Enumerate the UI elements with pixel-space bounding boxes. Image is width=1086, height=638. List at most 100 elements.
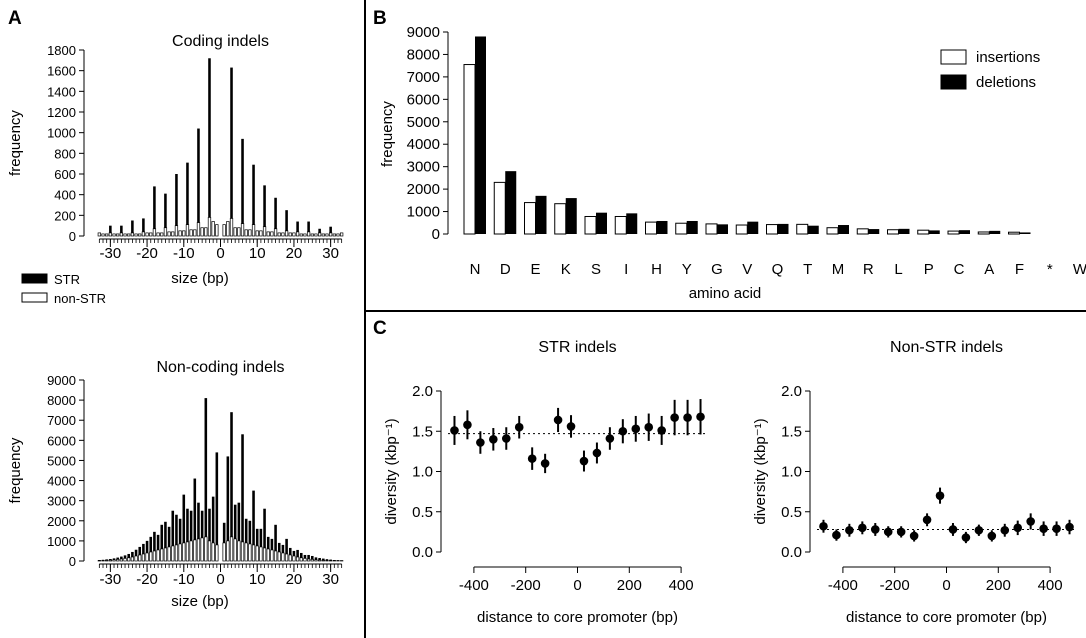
bar-insertions <box>887 229 899 235</box>
coding-y-tick-label: 1000 <box>47 126 76 141</box>
diversity-plot-str: 0.0 0.5 1.0 1.5 2.0 -400 -200 0 200 400 STR indels… <box>383 339 707 626</box>
bar-non-str <box>116 233 120 237</box>
bar-non-str <box>325 233 329 237</box>
bar-non-str <box>138 554 142 562</box>
bar-non-str <box>211 221 215 237</box>
bar-non-str <box>211 542 215 562</box>
bar-non-str <box>314 233 318 237</box>
coding-x-tick-label: -20 <box>136 245 158 262</box>
bar-non-str <box>119 558 124 562</box>
legend-label-insertions: insertions <box>976 49 1040 66</box>
bar-deletions <box>596 212 607 234</box>
str-x-tick-label: 400 <box>669 577 694 594</box>
bar-str <box>263 185 266 236</box>
bar-deletions <box>898 228 910 234</box>
data-point <box>832 530 841 540</box>
bar-non-str <box>229 536 234 562</box>
category-label: M <box>832 261 845 278</box>
data-point <box>935 491 945 500</box>
bar-non-str <box>189 229 193 237</box>
str-y-label: diversity (kbp⁻¹) <box>383 418 400 524</box>
bar-non-str <box>116 559 120 562</box>
bar-non-str <box>255 545 259 562</box>
bar-non-str <box>167 546 171 562</box>
data-point <box>540 459 550 468</box>
bar-non-str <box>163 547 168 562</box>
bar-non-str <box>314 559 318 562</box>
bar-str <box>299 552 303 561</box>
bar-non-str <box>178 230 182 237</box>
bar-str <box>208 58 211 237</box>
noncoding-x-label: size (bp) <box>171 593 229 610</box>
bar-non-str <box>130 556 135 562</box>
bar-non-str <box>299 233 303 237</box>
legend-swatch-insertions <box>940 49 967 65</box>
bar-str <box>322 558 325 561</box>
bar-str <box>167 526 171 561</box>
bar-deletions <box>777 223 789 234</box>
data-point <box>683 413 692 422</box>
coding-y-tick-label: 200 <box>54 208 76 223</box>
bar-deletions <box>475 36 486 234</box>
noncoding-y-tick-label: 3000 <box>47 494 76 509</box>
category-label: R <box>863 261 874 278</box>
coding-y-tick-label: 0 <box>69 229 76 244</box>
data-point <box>670 413 679 422</box>
category-label: C <box>954 261 965 278</box>
noncoding-y-tick-label: 1000 <box>47 534 76 549</box>
data-point <box>1065 522 1074 532</box>
coding-x-tick-label: -30 <box>100 245 122 262</box>
panel-letter-c: C <box>373 318 387 339</box>
data-point <box>605 434 615 443</box>
bar-non-str <box>163 227 168 237</box>
bar-str <box>131 220 134 236</box>
bar-str <box>222 522 226 561</box>
bar-str <box>149 536 153 561</box>
bar-str <box>138 546 142 561</box>
data-point <box>961 533 971 542</box>
bar-non-str <box>325 560 329 562</box>
bar-str <box>230 67 233 236</box>
data-point <box>696 412 705 422</box>
data-point <box>858 523 867 533</box>
category-label: G <box>711 261 723 278</box>
coding-y-label: frequency <box>7 110 24 176</box>
bar-str <box>233 504 237 561</box>
bar-non-str <box>105 233 109 237</box>
bar-deletions <box>535 195 547 234</box>
non-str-x-tick-label: 400 <box>1038 577 1063 594</box>
noncoding-y-tick-label: 0 <box>69 554 76 569</box>
coding-y-tick-label: 400 <box>54 188 76 203</box>
data-point <box>1000 525 1010 535</box>
bar-deletions <box>626 213 638 234</box>
bar-insertions <box>856 228 869 235</box>
str-y-tick-label: 0.5 <box>412 504 433 521</box>
bar-non-str <box>182 230 186 237</box>
bar-str <box>197 502 200 561</box>
bar-non-str <box>237 227 241 237</box>
bar-str <box>307 221 310 236</box>
bar-non-str <box>101 560 105 562</box>
amino-y-tick-label: 0 <box>432 226 440 243</box>
bar-non-str <box>204 536 208 562</box>
category-label: D <box>500 261 511 278</box>
category-label: E <box>530 261 540 278</box>
legend-label-non-str: non-STR <box>54 291 106 306</box>
noncoding-x-tick-label: -20 <box>136 571 158 588</box>
non-str-x-tick-label: -400 <box>828 577 858 594</box>
str-y-tick-label: 2.0 <box>412 383 433 400</box>
coding-y-tick-label: 600 <box>54 167 76 182</box>
bar-str <box>274 524 277 561</box>
amino-y-label: frequency <box>379 101 396 167</box>
bar-str <box>255 528 259 561</box>
bar-insertions <box>554 203 567 235</box>
data-point <box>592 448 602 458</box>
bar-non-str <box>123 558 127 562</box>
bar-deletions <box>868 229 880 234</box>
bar-str <box>109 225 112 236</box>
bar-deletions <box>565 198 577 234</box>
category-label: * <box>1047 261 1053 278</box>
